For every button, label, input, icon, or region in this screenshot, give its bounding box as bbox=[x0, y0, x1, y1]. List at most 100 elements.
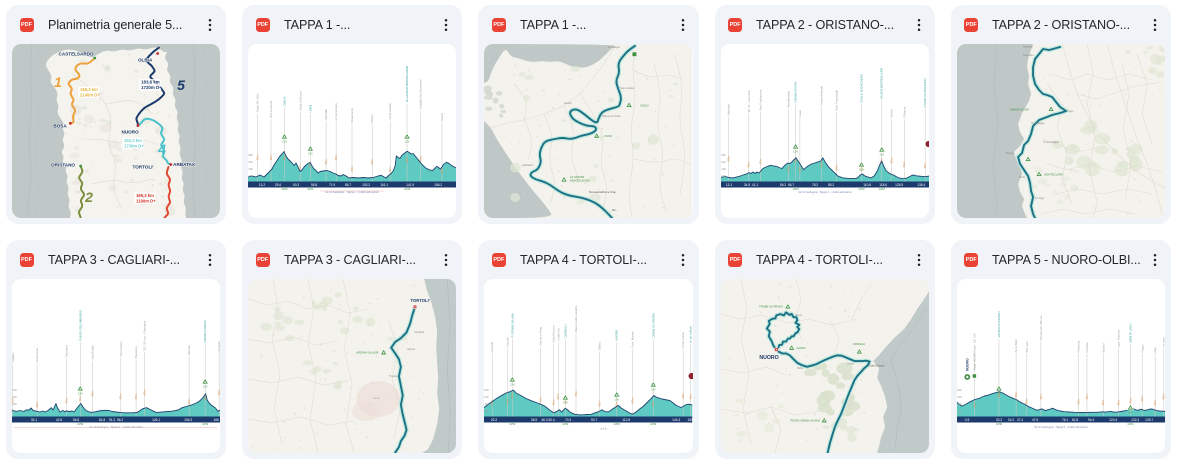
svg-text:AL MONTE: AL MONTE bbox=[570, 175, 584, 179]
svg-text:156.2: 156.2 bbox=[434, 183, 442, 187]
svg-text:450m: 450m bbox=[836, 165, 838, 171]
svg-text:450m: 450m bbox=[1041, 394, 1043, 400]
svg-text:2140m D+: 2140m D+ bbox=[80, 93, 100, 98]
svg-text:TROBE SU PRADU: TROBE SU PRADU bbox=[759, 305, 783, 309]
svg-text:600: 600 bbox=[12, 395, 17, 399]
svg-text:1190m D+: 1190m D+ bbox=[136, 199, 156, 204]
svg-text:200: 200 bbox=[12, 409, 17, 413]
svg-text:183,6 km: 183,6 km bbox=[141, 80, 160, 85]
svg-text:GPM: GPM bbox=[510, 422, 516, 426]
svg-text:DORGALI: DORGALI bbox=[564, 324, 568, 337]
svg-text:120.4: 120.4 bbox=[1109, 418, 1117, 422]
svg-text:12%: 12% bbox=[793, 151, 799, 154]
svg-text:SantAndria: SantAndria bbox=[90, 345, 94, 360]
svg-text:12%: 12% bbox=[308, 153, 314, 156]
svg-text:Funt. Marteri: Funt. Marteri bbox=[631, 331, 635, 348]
svg-text:Aghilastru: Aghilastru bbox=[522, 163, 534, 167]
svg-text:GF di Sardegna - Tappa 2 - pro: GF di Sardegna - Tappa 2 - profilo altim… bbox=[798, 190, 852, 194]
svg-text:Pagos: Pagos bbox=[1140, 344, 1144, 353]
svg-text:450m: 450m bbox=[189, 399, 191, 405]
svg-text:TORTOLI': TORTOLI' bbox=[133, 165, 154, 170]
svg-text:450m: 450m bbox=[881, 158, 883, 164]
svg-text:CASTELSARDO: CASTELSARDO bbox=[59, 52, 94, 57]
svg-text:450m: 450m bbox=[300, 165, 302, 171]
svg-text:450m: 450m bbox=[513, 393, 515, 399]
svg-text:12%: 12% bbox=[651, 389, 657, 392]
svg-text:450m: 450m bbox=[795, 157, 797, 163]
svg-text:450m: 450m bbox=[633, 398, 635, 404]
svg-text:GPM: GPM bbox=[651, 422, 657, 426]
svg-text:GPM: GPM bbox=[1127, 422, 1133, 426]
svg-text:12%: 12% bbox=[859, 169, 865, 172]
svg-text:USINI: USINI bbox=[309, 105, 313, 113]
svg-text:138.4: 138.4 bbox=[917, 183, 925, 187]
svg-text:12%: 12% bbox=[879, 154, 885, 157]
svg-text:GPM: GPM bbox=[878, 187, 884, 191]
svg-text:55.8: 55.8 bbox=[311, 183, 317, 187]
svg-text:Tresnuraghes: Tresnuraghes bbox=[1043, 140, 1060, 144]
svg-text:96.2: 96.2 bbox=[117, 418, 123, 422]
svg-text:450m: 450m bbox=[1163, 394, 1165, 400]
svg-text:Oliena valle Lanaitho: Oliena valle Lanaitho bbox=[574, 305, 578, 332]
svg-text:450m: 450m bbox=[80, 396, 82, 402]
svg-text:Su Pigu: Su Pigu bbox=[1035, 196, 1045, 200]
svg-text:450m: 450m bbox=[1078, 399, 1080, 405]
svg-text:4: 4 bbox=[157, 141, 166, 157]
svg-text:450m: 450m bbox=[92, 391, 94, 397]
svg-text:152,3 km: 152,3 km bbox=[124, 138, 142, 143]
svg-text:800: 800 bbox=[12, 388, 17, 392]
svg-text:450m: 450m bbox=[1087, 394, 1089, 400]
svg-text:SS 125 var - Castiadas: SS 125 var - Castiadas bbox=[142, 320, 146, 350]
svg-text:76.1: 76.1 bbox=[1062, 418, 1068, 422]
svg-text:450m: 450m bbox=[144, 390, 146, 396]
svg-text:450m: 450m bbox=[121, 394, 123, 400]
svg-text:Chiaramonti: Chiaramonti bbox=[350, 108, 354, 124]
svg-text:400: 400 bbox=[249, 167, 254, 171]
svg-text:156.3: 156.3 bbox=[184, 418, 192, 422]
svg-text:Sedini: Sedini bbox=[564, 101, 572, 105]
svg-text:450m: 450m bbox=[258, 155, 260, 161]
svg-text:Cala Gonone: Cala Gonone bbox=[869, 364, 885, 368]
svg-text:71.9: 71.9 bbox=[329, 183, 335, 187]
svg-text:12%: 12% bbox=[405, 141, 411, 144]
svg-text:600: 600 bbox=[957, 395, 962, 399]
svg-text:Bau Fraitzasosa: Bau Fraitzasosa bbox=[758, 89, 762, 110]
svg-text:VILLANOVA MONTELEONE: VILLANOVA MONTELEONE bbox=[405, 66, 409, 103]
svg-text:450m: 450m bbox=[421, 156, 423, 162]
svg-text:13.1: 13.1 bbox=[725, 183, 731, 187]
svg-text:Otischera: Otischera bbox=[65, 345, 69, 358]
svg-text:450m: 450m bbox=[442, 168, 444, 174]
svg-text:450m: 450m bbox=[336, 155, 338, 161]
svg-text:93.7: 93.7 bbox=[591, 418, 597, 422]
svg-text:450m: 450m bbox=[205, 395, 207, 401]
svg-text:COLLE BUSACHERA: COLLE BUSACHERA bbox=[859, 74, 863, 102]
svg-text:42.8: 42.8 bbox=[56, 418, 62, 422]
svg-text:Girasole: Girasole bbox=[491, 341, 495, 352]
svg-text:Bogino: Bogino bbox=[1006, 151, 1015, 155]
svg-text:91.3: 91.3 bbox=[109, 418, 115, 422]
svg-text:450m: 450m bbox=[861, 166, 863, 172]
svg-text:600: 600 bbox=[249, 160, 254, 164]
svg-text:400: 400 bbox=[485, 402, 490, 406]
svg-text:450m: 450m bbox=[600, 401, 602, 407]
svg-text:112.8: 112.8 bbox=[623, 418, 631, 422]
svg-text:37.4: 37.4 bbox=[1017, 418, 1023, 422]
svg-text:94.4: 94.4 bbox=[1088, 418, 1094, 422]
svg-text:Cardedu: Cardedu bbox=[217, 341, 220, 352]
svg-text:NUORO: NUORO bbox=[615, 329, 619, 341]
svg-text:12%: 12% bbox=[996, 393, 1002, 396]
svg-text:Road - SS 129: Road - SS 129 bbox=[972, 352, 976, 370]
svg-text:MONTELEONE: MONTELEONE bbox=[570, 179, 590, 183]
svg-text:ARBATAX: ARBATAX bbox=[173, 162, 196, 167]
svg-text:159: 159 bbox=[688, 418, 693, 422]
svg-text:GENNA ACCRA: GENNA ACCRA bbox=[793, 82, 797, 103]
svg-text:139.7: 139.7 bbox=[1145, 418, 1153, 422]
svg-text:450m: 450m bbox=[1142, 396, 1144, 402]
svg-text:MONTECLARO: MONTECLARO bbox=[1044, 173, 1063, 177]
svg-text:450m: 450m bbox=[1155, 400, 1157, 406]
svg-text:NUORO: NUORO bbox=[965, 358, 969, 371]
svg-text:GPM: GPM bbox=[563, 422, 569, 426]
svg-text:40.3: 40.3 bbox=[293, 183, 299, 187]
svg-text:Norbio: Norbio bbox=[889, 109, 893, 118]
svg-text:PASSO GENNA SILANA: PASSO GENNA SILANA bbox=[790, 418, 820, 422]
